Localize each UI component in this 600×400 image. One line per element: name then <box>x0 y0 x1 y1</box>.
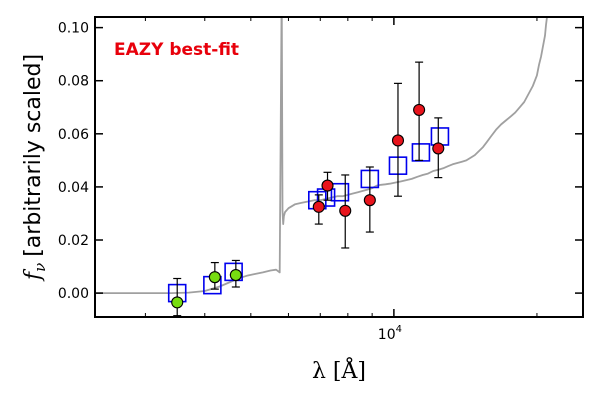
observed-point <box>229 269 242 282</box>
observed-photometry-layer <box>171 61 445 317</box>
y-axis-label-text: [arbitrarily scaled] <box>21 54 46 257</box>
observed-point <box>363 194 376 207</box>
observed-point <box>171 296 184 309</box>
x-axis-label: λ [Å] <box>312 356 366 384</box>
observed-point <box>321 179 334 192</box>
observed-point <box>391 134 405 147</box>
observed-point <box>432 142 445 155</box>
y-axis-label-subscript: ν <box>31 263 49 272</box>
y-tick-label: 0.08 <box>58 74 89 90</box>
observed-point <box>413 103 426 116</box>
x-tick-label: 104 <box>378 324 402 343</box>
model-sed-line <box>95 17 548 295</box>
y-tick-label: 0.10 <box>58 21 89 37</box>
plot-frame <box>94 16 584 318</box>
y-tick-label: 0.06 <box>58 127 89 143</box>
observed-point <box>339 204 352 217</box>
model-photometry-square <box>330 182 350 202</box>
y-tick-label: 0.04 <box>58 180 89 196</box>
axis-ticks: 0.00 0.02 0.04 0.06 0.08 0.10 104 <box>58 17 583 343</box>
observed-point <box>312 200 325 213</box>
y-axis-label: fν[arbitrarily scaled] <box>21 54 49 282</box>
model-sed-layer <box>95 17 548 295</box>
y-tick-label: 0.00 <box>58 286 89 302</box>
svg-text:fν[arbitrarily scaled]: fν[arbitrarily scaled] <box>21 54 49 282</box>
y-tick-label: 0.02 <box>58 233 89 249</box>
annotation-eazy-best-fit: EAZY best-fit <box>114 40 239 60</box>
observed-point <box>208 271 221 284</box>
plot-background <box>95 17 583 317</box>
